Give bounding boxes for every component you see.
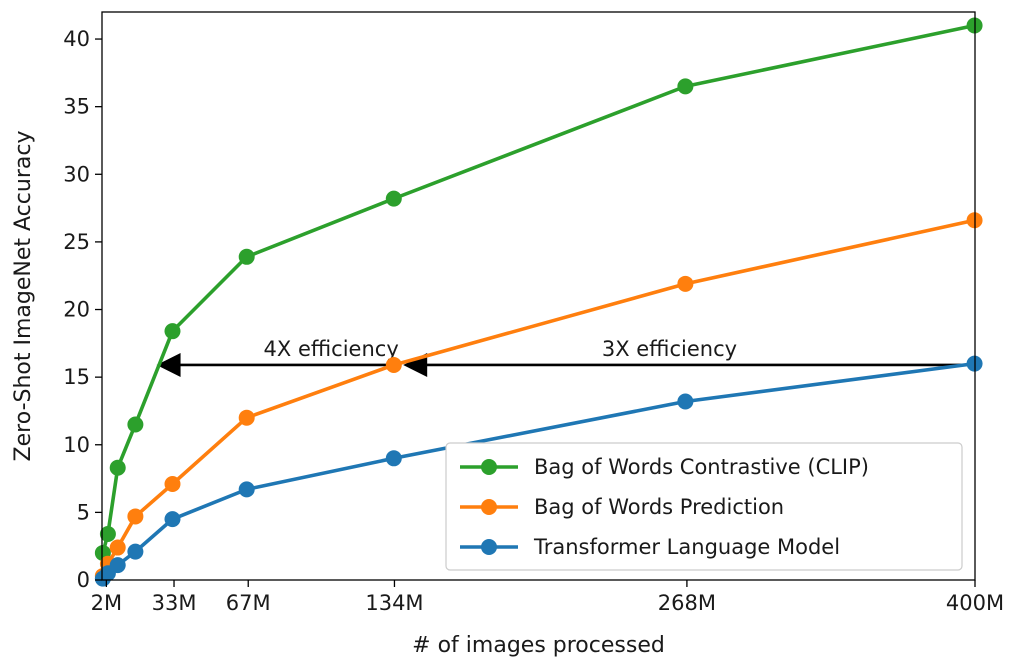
data-point <box>164 323 181 340</box>
plot-frame <box>101 11 976 581</box>
data-point <box>677 275 694 292</box>
x-tick-label: 134M <box>365 591 423 615</box>
data-point <box>109 459 126 476</box>
legend-label: Transformer Language Model <box>533 535 840 559</box>
data-point <box>238 248 255 265</box>
data-point <box>164 475 181 492</box>
y-tick-label: 5 <box>77 500 90 524</box>
annotation-label: 3X efficiency <box>602 337 737 361</box>
data-point <box>238 481 255 498</box>
x-tick-label: 2M <box>91 591 122 615</box>
legend-label: Bag of Words Prediction <box>534 495 784 519</box>
x-axis-title: # of images processed <box>412 633 665 658</box>
series-lines <box>94 17 983 587</box>
y-tick-label: 25 <box>63 230 90 254</box>
x-tick-label: 268M <box>658 591 716 615</box>
legend-swatch-marker <box>481 499 497 515</box>
data-point <box>385 450 402 467</box>
legend-swatch-marker <box>481 539 497 555</box>
legend-box <box>445 442 963 571</box>
y-tick-label: 30 <box>63 162 90 186</box>
data-point <box>127 543 144 560</box>
legend-swatch-marker <box>481 459 497 475</box>
data-point <box>109 539 126 556</box>
data-point <box>164 511 181 528</box>
data-point <box>238 409 255 426</box>
data-point <box>385 356 402 373</box>
y-tick-label: 20 <box>63 298 90 322</box>
y-tick-label: 35 <box>63 95 90 119</box>
data-point <box>109 557 126 574</box>
x-tick-label: 400M <box>946 591 1004 615</box>
data-point <box>677 393 694 410</box>
data-point <box>385 190 402 207</box>
legend-label: Bag of Words Contrastive (CLIP) <box>534 455 869 479</box>
legend: Bag of Words Contrastive (CLIP) Bag of Wo… <box>445 442 963 571</box>
annotation-arrowhead <box>156 352 181 377</box>
y-tick-label: 40 <box>63 27 90 51</box>
data-point <box>127 508 144 525</box>
axes <box>101 11 976 581</box>
annotations: 4X efficiency 3X efficiency <box>156 337 975 377</box>
x-tick-label: 67M <box>226 591 271 615</box>
y-tick-label: 15 <box>63 365 90 389</box>
x-tick-label: 33M <box>152 591 197 615</box>
y-axis-title: Zero-Shot ImageNet Accuracy <box>11 131 36 462</box>
x-ticks: 2M 33M 67M 134M 268M 400M <box>91 580 1004 615</box>
y-ticks: 0 5 10 15 20 25 30 35 40 <box>63 27 102 592</box>
data-point <box>677 78 694 95</box>
data-point <box>127 416 144 433</box>
y-tick-label: 10 <box>63 433 90 457</box>
annotation-label: 4X efficiency <box>264 337 399 361</box>
y-tick-label: 0 <box>77 568 90 592</box>
data-point <box>99 526 116 543</box>
